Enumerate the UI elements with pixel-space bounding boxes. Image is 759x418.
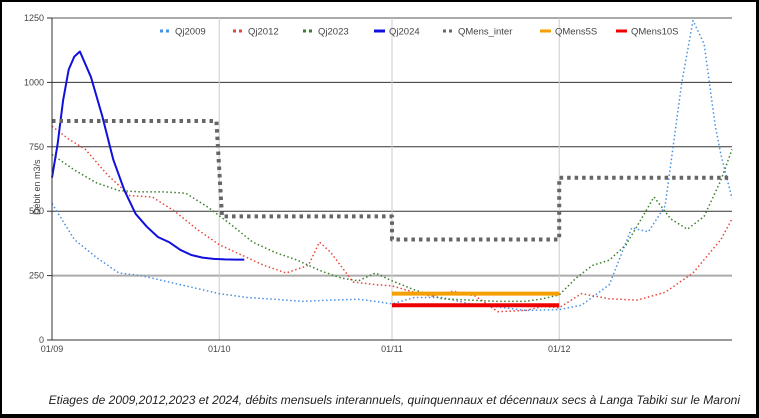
legend-label: Qj2012 <box>248 27 279 38</box>
chart-caption: Etiages de 2009,2012,2023 et 2024, débit… <box>48 393 740 407</box>
x-axis-ticks: 01/09 01/10 01/11 01/12 <box>41 344 571 354</box>
series-qj2024 <box>51 50 245 261</box>
y-tick-label: 0 <box>39 335 44 345</box>
y-tick-label: 250 <box>29 271 44 281</box>
y-axis-label: Débit en m3/s <box>32 159 42 215</box>
x-tick-label: 01/12 <box>548 344 571 354</box>
legend-label: Qj2023 <box>318 27 349 38</box>
y-axis-ticks: 0 250 500 750 1000 1250 <box>24 13 52 345</box>
legend-label: QMens_inter <box>458 27 512 38</box>
series-qj2012 <box>51 125 733 313</box>
y-tick-label: 1000 <box>24 77 44 87</box>
y-tick-label: 750 <box>29 142 44 152</box>
y-tick-label: 1250 <box>24 13 44 23</box>
x-tick-label: 01/10 <box>208 344 231 354</box>
legend-label: Qj2009 <box>175 27 206 38</box>
legend-label: QMens10S <box>631 27 679 38</box>
series-qj2009 <box>51 19 733 312</box>
legend-label: QMens5S <box>555 27 597 38</box>
legend-label: Qj2024 <box>389 27 420 38</box>
series-lines <box>51 19 733 313</box>
x-tick-label: 01/11 <box>381 344 403 354</box>
x-tick-label: 01/09 <box>41 344 64 354</box>
series-qmens_inter <box>52 119 732 242</box>
legend: Qj2009 Qj2012 Qj2023 Qj2024 QMens_inter QMens… <box>160 27 679 38</box>
vertical-gridlines <box>218 18 560 340</box>
series-qj2023 <box>51 149 733 303</box>
y-tick-label: 500 <box>29 206 44 216</box>
